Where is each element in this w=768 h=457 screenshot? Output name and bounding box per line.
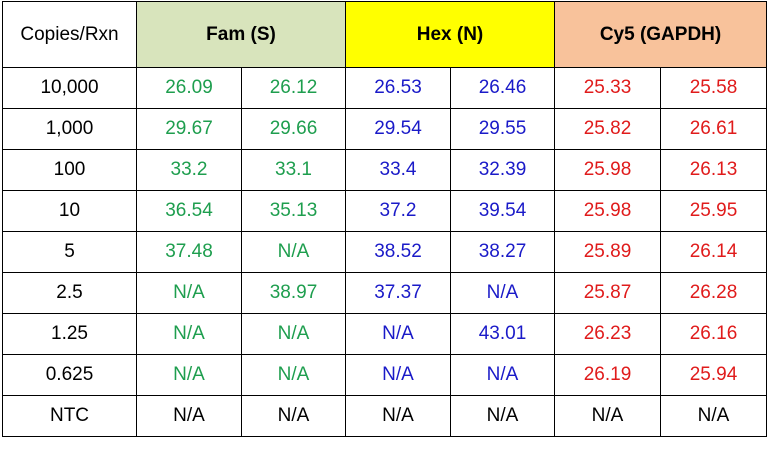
hex-ct-value-rep-1: 37.2 bbox=[345, 190, 451, 232]
table-row: 1.25 N/A N/A N/A 43.01 26.23 26.16 bbox=[2, 313, 768, 355]
hex-ct-value-rep-2: 29.55 bbox=[449, 108, 556, 150]
cy5-ct-value-rep-1: 25.98 bbox=[554, 190, 662, 232]
cy5-ct-value-rep-2: 26.16 bbox=[660, 313, 768, 355]
fam-ct-value-rep-1: N/A bbox=[136, 272, 242, 314]
cy5-ct-value-rep-2: 25.58 bbox=[660, 67, 768, 109]
fam-ct-value-rep-2: N/A bbox=[241, 354, 346, 396]
header-hex-n: Hex (N) bbox=[344, 1, 556, 68]
row-label-copies: 2.5 bbox=[2, 272, 137, 314]
fam-ct-value-rep-2: 33.1 bbox=[241, 149, 346, 191]
cy5-ct-value-rep-1: 25.82 bbox=[554, 108, 662, 150]
row-label-copies: 5 bbox=[2, 231, 137, 273]
hex-ct-value-rep-2: N/A bbox=[449, 395, 556, 437]
cy5-ct-value-rep-1: 25.98 bbox=[554, 149, 662, 191]
fam-ct-value-rep-2: N/A bbox=[241, 395, 346, 437]
header-copies-per-rxn: Copies/Rxn bbox=[2, 1, 137, 68]
hex-ct-value-rep-1: N/A bbox=[345, 313, 451, 355]
hex-ct-value-rep-2: 43.01 bbox=[449, 313, 556, 355]
hex-ct-value-rep-1: 38.52 bbox=[345, 231, 451, 273]
fam-ct-value-rep-2: N/A bbox=[241, 313, 346, 355]
table-row: 5 37.48 N/A 38.52 38.27 25.89 26.14 bbox=[2, 231, 768, 273]
table-row: 100 33.2 33.1 33.4 32.39 25.98 26.13 bbox=[2, 149, 768, 191]
header-row: Copies/Rxn Fam (S) Hex (N) Cy5 (GAPDH) bbox=[2, 1, 768, 68]
row-label-copies: NTC bbox=[2, 395, 137, 437]
table-row: 10,000 26.09 26.12 26.53 26.46 25.33 25.58 bbox=[2, 67, 768, 109]
cy5-ct-value-rep-2: 26.13 bbox=[660, 149, 768, 191]
hex-ct-value-rep-1: N/A bbox=[345, 395, 451, 437]
row-label-copies: 10,000 bbox=[2, 67, 137, 109]
hex-ct-value-rep-2: N/A bbox=[449, 354, 556, 396]
header-cy5-gapdh: Cy5 (GAPDH) bbox=[554, 1, 768, 68]
fam-ct-value-rep-2: 38.97 bbox=[241, 272, 346, 314]
cy5-ct-value-rep-1: 25.87 bbox=[554, 272, 662, 314]
row-label-copies: 1.25 bbox=[2, 313, 137, 355]
hex-ct-value-rep-1: N/A bbox=[345, 354, 451, 396]
hex-ct-value-rep-2: 32.39 bbox=[449, 149, 556, 191]
fam-ct-value-rep-1: 26.09 bbox=[136, 67, 242, 109]
fam-ct-value-rep-2: 35.13 bbox=[241, 190, 346, 232]
cy5-ct-value-rep-1: 26.23 bbox=[554, 313, 662, 355]
fam-ct-value-rep-2: 29.66 bbox=[241, 108, 346, 150]
hex-ct-value-rep-1: 33.4 bbox=[345, 149, 451, 191]
row-label-copies: 100 bbox=[2, 149, 137, 191]
fam-ct-value-rep-1: N/A bbox=[136, 313, 242, 355]
fam-ct-value-rep-1: 33.2 bbox=[136, 149, 242, 191]
fam-ct-value-rep-1: 29.67 bbox=[136, 108, 242, 150]
cy5-ct-value-rep-1: N/A bbox=[554, 395, 662, 437]
row-label-copies: 1,000 bbox=[2, 108, 137, 150]
fam-ct-value-rep-1: 37.48 bbox=[136, 231, 242, 273]
table-body: 10,000 26.09 26.12 26.53 26.46 25.33 25.58 1,00… bbox=[2, 67, 768, 437]
cy5-ct-value-rep-2: 26.28 bbox=[660, 272, 768, 314]
header-fam-s: Fam (S) bbox=[136, 1, 346, 68]
ct-results-table: Copies/Rxn Fam (S) Hex (N) Cy5 (GAPDH) 1… bbox=[2, 1, 768, 437]
cy5-ct-value-rep-1: 25.33 bbox=[554, 67, 662, 109]
hex-ct-value-rep-1: 26.53 bbox=[345, 67, 451, 109]
cy5-ct-value-rep-2: 26.14 bbox=[660, 231, 768, 273]
table-row: 2.5 N/A 38.97 37.37 N/A 25.87 26.28 bbox=[2, 272, 768, 314]
fam-ct-value-rep-1: N/A bbox=[136, 354, 242, 396]
hex-ct-value-rep-2: 39.54 bbox=[449, 190, 556, 232]
row-label-copies: 10 bbox=[2, 190, 137, 232]
table-header: Copies/Rxn Fam (S) Hex (N) Cy5 (GAPDH) bbox=[2, 1, 768, 68]
row-label-copies: 0.625 bbox=[2, 354, 137, 396]
cy5-ct-value-rep-1: 25.89 bbox=[554, 231, 662, 273]
cy5-ct-value-rep-2: 25.94 bbox=[660, 354, 768, 396]
fam-ct-value-rep-2: N/A bbox=[241, 231, 346, 273]
fam-ct-value-rep-1: 36.54 bbox=[136, 190, 242, 232]
table-row: 10 36.54 35.13 37.2 39.54 25.98 25.95 bbox=[2, 190, 768, 232]
hex-ct-value-rep-1: 37.37 bbox=[345, 272, 451, 314]
table-row: 1,000 29.67 29.66 29.54 29.55 25.82 26.61 bbox=[2, 108, 768, 150]
fam-ct-value-rep-2: 26.12 bbox=[241, 67, 346, 109]
hex-ct-value-rep-1: 29.54 bbox=[345, 108, 451, 150]
hex-ct-value-rep-2: 26.46 bbox=[449, 67, 556, 109]
cy5-ct-value-rep-1: 26.19 bbox=[554, 354, 662, 396]
hex-ct-value-rep-2: N/A bbox=[449, 272, 556, 314]
cy5-ct-value-rep-2: N/A bbox=[660, 395, 768, 437]
hex-ct-value-rep-2: 38.27 bbox=[449, 231, 556, 273]
cy5-ct-value-rep-2: 25.95 bbox=[660, 190, 768, 232]
fam-ct-value-rep-1: N/A bbox=[136, 395, 242, 437]
table-row: 0.625 N/A N/A N/A N/A 26.19 25.94 bbox=[2, 354, 768, 396]
cy5-ct-value-rep-2: 26.61 bbox=[660, 108, 768, 150]
table-row: NTC N/A N/A N/A N/A N/A N/A bbox=[2, 395, 768, 437]
